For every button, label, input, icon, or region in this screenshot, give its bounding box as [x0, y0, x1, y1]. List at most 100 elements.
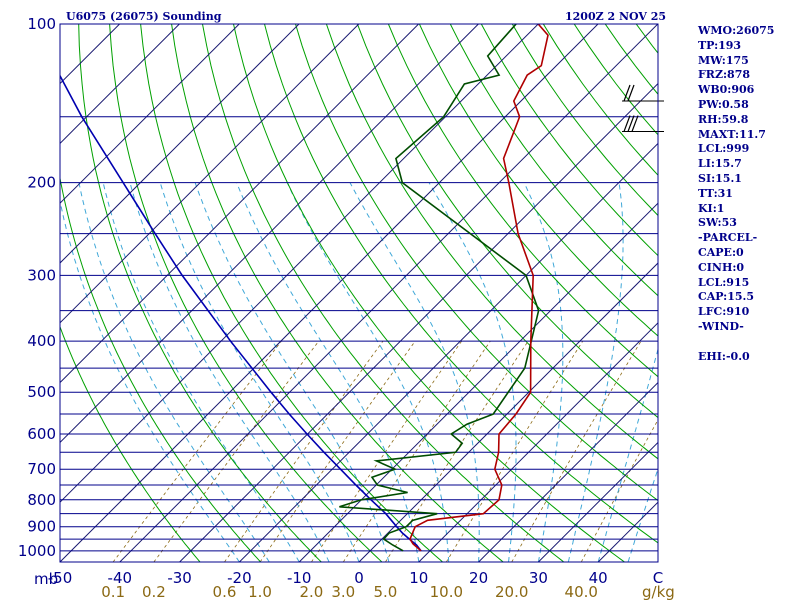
dry-adiabats — [60, 24, 658, 562]
sounding-index: CAPE:0 — [698, 245, 744, 259]
isotherm-line — [60, 24, 539, 503]
temperature-tick-label: C — [653, 569, 663, 587]
mixing-ratio-tick-label: 3.0 — [331, 583, 355, 600]
sounding-index: WMO:26075 — [698, 24, 775, 37]
moist-adiabat-line — [349, 182, 480, 562]
moist-adiabat-line — [597, 347, 658, 562]
mixing-ratio-tick-label: 20.0 — [495, 583, 528, 600]
pressure-tick-label: 500 — [27, 383, 56, 401]
moist-adiabat-line — [129, 182, 330, 562]
pressure-tick-label: 700 — [27, 460, 56, 478]
sounding-index: SW:53 — [698, 216, 737, 230]
moist-adiabat-line — [567, 182, 624, 562]
isotherm-line — [119, 24, 658, 562]
isotherm-line — [478, 381, 658, 562]
wind-barb-flag — [623, 115, 631, 132]
mixing-ratio-tick-label: 0.6 — [213, 583, 237, 600]
pressure-tick-label: 300 — [27, 266, 56, 284]
dry-adiabat-line — [140, 24, 443, 562]
pressure-tick-label: 1000 — [18, 542, 56, 560]
isotherm-line — [60, 24, 61, 25]
mixing-ratio-line — [224, 340, 384, 562]
sounding-index: RH:59.8 — [698, 112, 749, 126]
temperature-tick-label: 20 — [469, 569, 488, 587]
isotherm-line — [60, 24, 240, 204]
isotherm-line — [239, 142, 658, 562]
mixing-ratio-tick-label: 5.0 — [373, 583, 397, 600]
mixing-ratio-line — [153, 340, 320, 562]
isotherm-line — [418, 322, 658, 562]
dry-adiabat-line — [264, 24, 658, 544]
temperature-tick-label: 0 — [354, 569, 364, 587]
mixing-ratio-tick-label: 10.0 — [430, 583, 463, 600]
dry-adiabat-line — [202, 24, 565, 562]
wind-barb — [622, 115, 664, 133]
pressure-axis-labels: 100 200 300 400 500 600 700 800 900 1000 — [18, 15, 56, 560]
isotherm-line — [179, 82, 658, 562]
plot-frame — [59, 23, 659, 563]
dry-adiabat-line — [109, 24, 383, 562]
grid-layer — [60, 24, 658, 562]
pressure-tick-label: 900 — [27, 518, 56, 536]
isotherm-line — [60, 24, 479, 444]
pressure-tick-label: 800 — [27, 491, 56, 509]
dry-adiabat-line — [78, 24, 322, 562]
moist-adiabat-line — [159, 182, 360, 562]
moist-adiabat-line — [194, 182, 390, 562]
temperature-tick-label: 40 — [589, 569, 608, 587]
moist-adiabats — [60, 182, 658, 562]
sounding-index: TP:193 — [698, 38, 742, 52]
wind-barb-flag — [627, 84, 635, 102]
pressure-tick-label: 600 — [27, 425, 56, 443]
observation-time: 1200Z 2 NOV 25 — [565, 10, 666, 23]
dry-adiabat-line — [171, 24, 504, 562]
isotherm-line — [538, 441, 658, 562]
isotherm-line — [358, 262, 658, 562]
sounding-index: FRZ:878 — [698, 68, 751, 82]
temperature-tick-label: 30 — [529, 569, 548, 587]
sounding-index — [698, 335, 798, 350]
sounding-index: CINH:0 — [698, 260, 745, 274]
mixing-ratio-labels: 0.1 0.2 0.6 1.0 2.0 3.0 5.0 10.0 20.0 40.0 — [101, 583, 598, 600]
mixing-ratio-tick-label: 2.0 — [300, 583, 324, 600]
sounding-index: EHI:-0.0 — [698, 349, 750, 363]
mixing-ratio-line — [445, 340, 584, 562]
sounding-index: KI:1 — [698, 201, 725, 215]
sounding-index: SI:15.1 — [698, 171, 742, 185]
sounding-index: LCL:915 — [698, 275, 750, 289]
sounding-index: LCL:999 — [698, 142, 750, 156]
sounding-index: -WIND- — [698, 319, 744, 333]
sounding-index: PW:0.58 — [698, 97, 749, 111]
mixing-ratio-unit-label: g/kg — [642, 583, 675, 600]
mixing-ratio-tick-label: 0.2 — [142, 583, 166, 600]
pressure-tick-label: 400 — [27, 332, 56, 350]
sounding-index: CAP:15.5 — [698, 290, 755, 304]
wind-barb-flag — [623, 84, 631, 102]
temperature-tick-label: -20 — [227, 569, 252, 587]
moist-adiabat-line — [428, 182, 517, 562]
isotherm-line — [60, 24, 180, 145]
mixing-ratio-line — [112, 340, 282, 562]
temperature-axis-labels: -50 -40 -30 -20 -10 0 10 20 30 40 C — [48, 569, 663, 587]
mixing-ratio-tick-label: 40.0 — [565, 583, 598, 600]
temperature-tick-label: -10 — [287, 569, 312, 587]
isotherm-line — [60, 24, 300, 264]
mixing-ratio-line — [342, 340, 491, 562]
moist-adiabat-line — [286, 182, 450, 562]
moist-adiabat-line — [102, 182, 300, 562]
isotherms — [60, 24, 658, 562]
pressure-tick-label: 200 — [27, 174, 56, 192]
moist-adiabat-line — [60, 198, 240, 562]
isotherm-line — [298, 202, 658, 562]
mixing-ratio-tick-label: 0.1 — [101, 583, 125, 600]
dry-adiabat-line — [295, 24, 658, 502]
pressure-unit-label: mb — [34, 570, 58, 588]
isotherm-line — [60, 24, 419, 384]
sounding-layer — [60, 24, 549, 552]
wind-barb-flag — [631, 115, 639, 132]
pressure-tick-label: 100 — [27, 15, 56, 33]
sounding-indices-panel: WMO:26075 TP:193 MW:175 FRZ:878 WB0:906 PW:0.… — [698, 24, 798, 364]
dry-adiabat-line — [480, 24, 658, 257]
moist-adiabat-line — [523, 182, 564, 562]
dry-adiabat-line — [60, 175, 261, 562]
